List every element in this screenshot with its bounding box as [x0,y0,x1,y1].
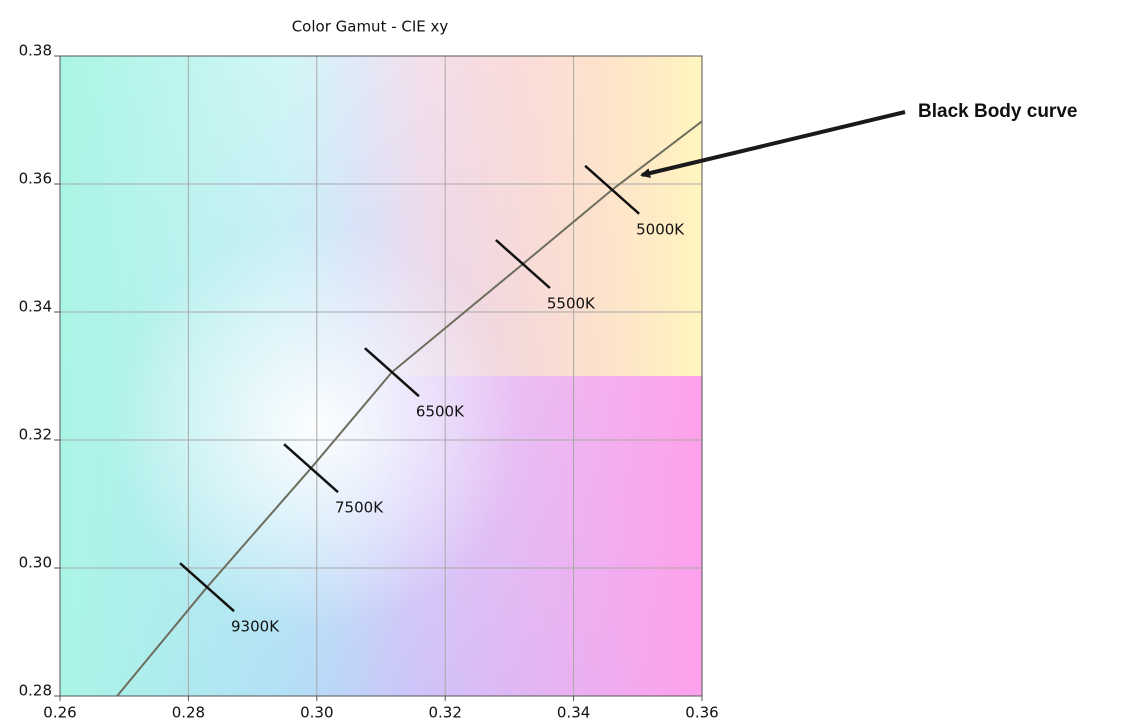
temperature-label: 9300K [231,618,280,636]
y-tick-label: 0.32 [19,426,52,444]
annotation-arrow [640,110,906,178]
y-tick-label: 0.28 [19,682,52,700]
plot-frame [59,55,703,697]
x-tick-label: 0.36 [685,704,718,722]
chart-title: Color Gamut - CIE xy [292,18,449,36]
temperature-marker [179,562,235,613]
x-tick-label: 0.26 [43,704,76,722]
temperature-label: 5500K [547,295,596,313]
temperature-label: 5000K [636,220,685,238]
y-tick-label: 0.38 [19,42,52,60]
black-body-curve [116,120,703,697]
x-tick-label: 0.32 [428,704,461,722]
x-tick-label: 0.28 [172,704,205,722]
temperature-marker [283,443,339,494]
temperature-marker [364,347,420,398]
temperature-marker [584,164,640,215]
temperature-label: 6500K [416,403,465,421]
y-tick-label: 0.36 [19,170,52,188]
x-tick-label: 0.34 [557,704,590,722]
temperature-label: 7500K [335,499,384,517]
y-tick-label: 0.30 [19,554,52,572]
y-tick-label: 0.34 [19,298,52,316]
annotation: Black Body curve [918,101,1077,122]
temperature-marker [495,239,551,289]
gamut-background [60,56,702,696]
x-tick-label: 0.30 [300,704,333,722]
